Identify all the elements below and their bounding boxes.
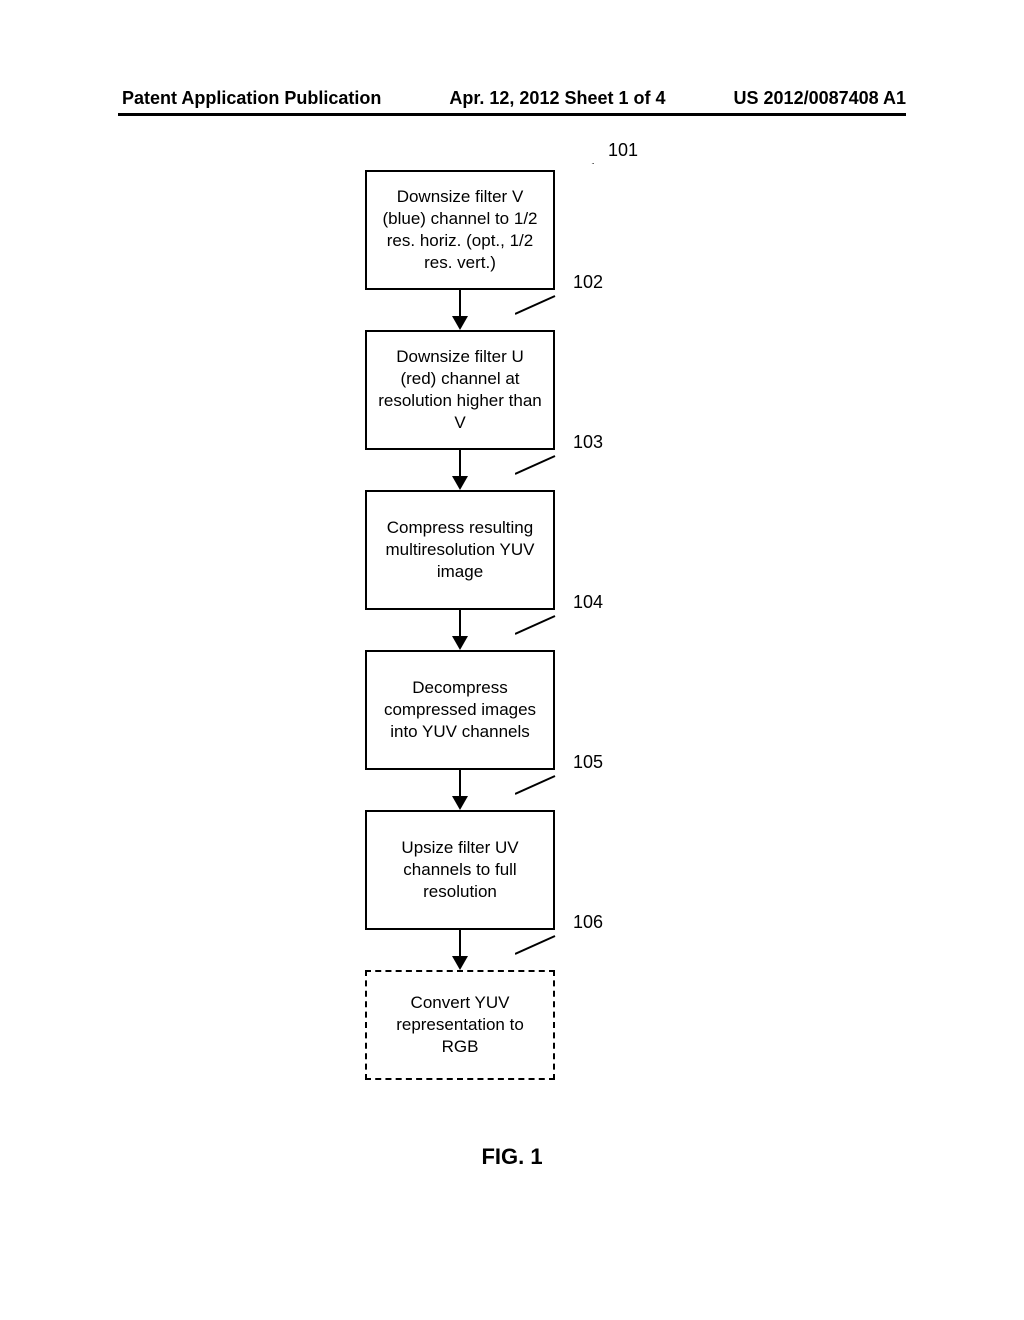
- flow-node-text: Downsize filter U (red) channel at resol…: [377, 346, 543, 434]
- flow-node-label: 101: [608, 140, 638, 161]
- leader-line-icon: [515, 454, 561, 478]
- leader-line-icon: [515, 774, 561, 798]
- flow-arrow: 105: [365, 770, 555, 810]
- header-right: US 2012/0087408 A1: [734, 88, 906, 109]
- header-center: Apr. 12, 2012 Sheet 1 of 4: [449, 88, 665, 109]
- figure-caption: FIG. 1: [0, 1144, 1024, 1170]
- header-left: Patent Application Publication: [122, 88, 381, 109]
- flow-arrow: 103: [365, 450, 555, 490]
- flow-node-text: Decompress compressed images into YUV ch…: [377, 677, 543, 743]
- leader-line-icon: [554, 162, 596, 164]
- flow-node-label: 105: [573, 752, 603, 773]
- page-header: Patent Application Publication Apr. 12, …: [0, 88, 1024, 109]
- leader-line-icon: [515, 614, 561, 638]
- flow-node-104: Decompress compressed images into YUV ch…: [365, 650, 555, 770]
- flow-node-text: Downsize filter V (blue) channel to 1/2 …: [377, 186, 543, 274]
- flow-node-label: 104: [573, 592, 603, 613]
- flow-node-103: Compress resulting multiresolution YUV i…: [365, 490, 555, 610]
- leader-line-icon: [515, 934, 561, 958]
- leader-line-icon: [515, 294, 561, 318]
- flow-node-105: Upsize filter UV channels to full resolu…: [365, 810, 555, 930]
- flow-node-101: Downsize filter V (blue) channel to 1/2 …: [365, 170, 555, 290]
- flow-node-label: 103: [573, 432, 603, 453]
- flow-arrow: 104: [365, 610, 555, 650]
- flowchart: Downsize filter V (blue) channel to 1/2 …: [330, 170, 590, 1080]
- flow-node-label: 106: [573, 912, 603, 933]
- flow-node-label: 102: [573, 272, 603, 293]
- flow-node-text: Compress resulting multiresolution YUV i…: [377, 517, 543, 583]
- flow-node-text: Upsize filter UV channels to full resolu…: [377, 837, 543, 903]
- flow-arrow: 102: [365, 290, 555, 330]
- header-divider: [118, 113, 906, 116]
- flow-node-text: Convert YUV representation to RGB: [377, 992, 543, 1058]
- flow-node-106: Convert YUV representation to RGB: [365, 970, 555, 1080]
- flow-node-102: Downsize filter U (red) channel at resol…: [365, 330, 555, 450]
- flow-arrow: 106: [365, 930, 555, 970]
